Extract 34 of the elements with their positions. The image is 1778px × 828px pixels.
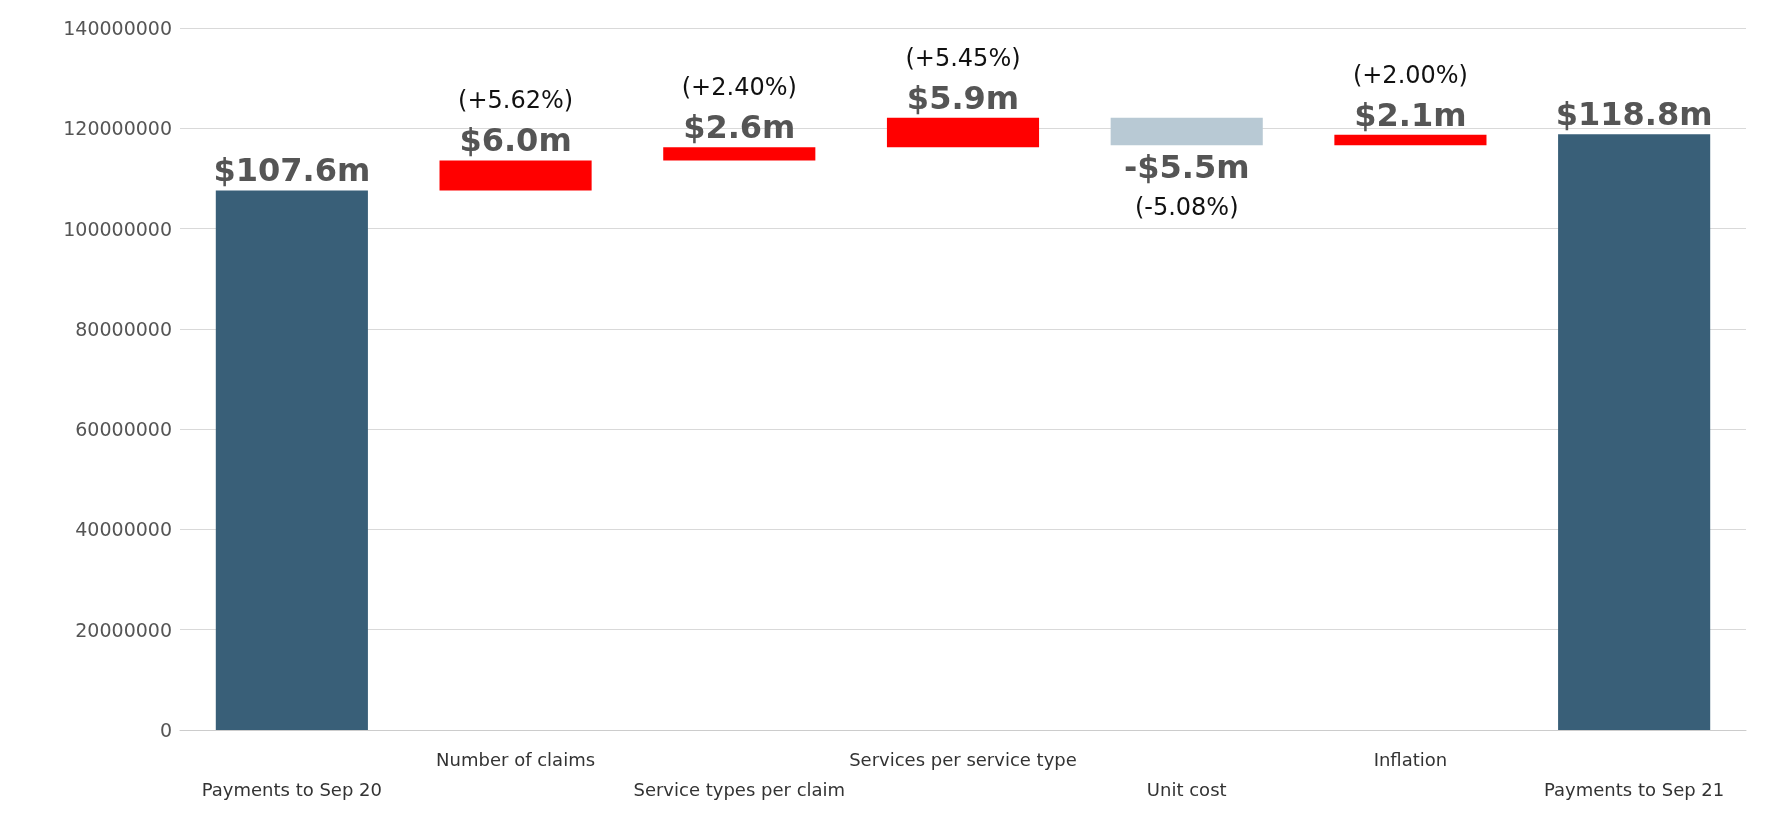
data-label: $107.6m — [213, 151, 371, 190]
y-tick-label: 140000000 — [63, 17, 172, 39]
bar — [215, 190, 368, 730]
data-label: -$5.5m — [1123, 148, 1250, 187]
bar — [1558, 134, 1711, 730]
y-tick-label: 120000000 — [63, 117, 172, 140]
bar — [439, 160, 592, 191]
y-tick-label: 80000000 — [75, 317, 172, 340]
x-tick-label: Payments to Sep 21 — [1544, 778, 1725, 800]
bar — [1334, 134, 1487, 146]
data-label: $6.0m — [459, 121, 572, 160]
data-label: $118.8m — [1555, 95, 1713, 134]
bar — [1110, 117, 1263, 146]
annotation: (-5.08%) — [1134, 193, 1239, 222]
x-tick-label: Inflation — [1373, 748, 1448, 770]
annotation: (+5.62%) — [458, 86, 574, 115]
bar — [663, 147, 816, 161]
annotation: (+5.45%) — [905, 43, 1021, 72]
annotation: (+2.00%) — [1352, 60, 1468, 89]
x-tick-label: Services per service type — [849, 748, 1077, 770]
y-tick-label: 100000000 — [63, 217, 172, 240]
y-tick-label: 0 — [159, 719, 172, 741]
x-tick-label: Service types per claim — [633, 778, 846, 800]
data-label: $2.6m — [683, 108, 796, 147]
annotation: (+2.40%) — [681, 73, 797, 102]
bar — [886, 117, 1040, 148]
y-tick-label: 60000000 — [75, 418, 172, 441]
y-tick-label: 40000000 — [75, 518, 172, 541]
data-label: $2.1m — [1354, 95, 1467, 134]
y-tick-label: 20000000 — [75, 618, 172, 641]
data-label: $5.9m — [906, 78, 1020, 117]
x-tick-label: Payments to Sep 20 — [201, 778, 382, 800]
x-tick-label: Unit cost — [1146, 778, 1227, 800]
x-tick-label: Number of claims — [436, 748, 596, 770]
